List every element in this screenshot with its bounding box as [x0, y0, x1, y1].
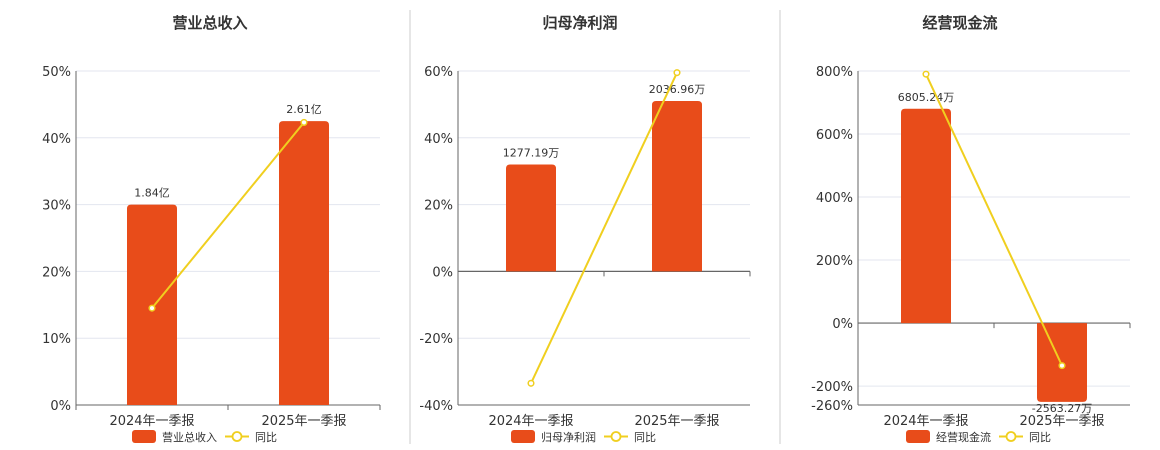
y-tick-label: 30% — [42, 199, 71, 214]
yoy-line — [530, 72, 678, 384]
bar — [901, 108, 951, 324]
legend-line-label: 同比 — [1029, 431, 1051, 444]
yoy-point — [527, 379, 535, 387]
chart-panel: 经营现金流 -260% -200% 0% 200% 400% 600% 800% 2024年一季… — [811, 14, 1131, 444]
x-category-label: 2025年一季报 — [1019, 414, 1104, 429]
y-tick-label: 0% — [832, 317, 853, 332]
legend-bar-label: 营业总收入 — [162, 430, 217, 444]
bar-data-label: 2036.96万 — [649, 83, 706, 96]
bar-data-label: 6805.24万 — [898, 91, 955, 104]
y-tick-label: -200% — [811, 380, 853, 395]
x-category-label: 2024年一季报 — [109, 414, 194, 429]
y-tick-label: 400% — [816, 191, 853, 206]
yoy-line — [925, 73, 1063, 367]
bar — [506, 164, 556, 272]
bar — [652, 101, 702, 272]
yoy-line — [151, 121, 305, 309]
chart-title: 归母净利润 — [542, 14, 617, 32]
legend: 经营现金流 同比 — [906, 430, 1051, 444]
yoy-point — [300, 118, 308, 126]
y-tick-label: 10% — [42, 332, 71, 347]
yoy-point — [1058, 362, 1066, 370]
x-category-label: 2024年一季报 — [883, 414, 968, 429]
legend-bar-label: 归母净利润 — [541, 430, 596, 444]
yoy-point — [922, 70, 930, 78]
bar-data-label: 1.84亿 — [134, 187, 170, 200]
x-category-label: 2025年一季报 — [261, 414, 346, 429]
chart-title: 营业总收入 — [172, 14, 247, 32]
legend-bar-swatch — [132, 430, 156, 443]
bar — [279, 121, 329, 405]
bar-data-label: 1277.19万 — [503, 147, 560, 160]
legend-line-label: 同比 — [634, 431, 656, 444]
bar-data-label: -2563.27万 — [1032, 402, 1092, 415]
y-tick-label: 50% — [42, 65, 71, 80]
legend-bar-swatch — [511, 430, 535, 443]
x-category-label: 2025年一季报 — [634, 414, 719, 429]
legend-line-marker — [231, 431, 243, 442]
yoy-point — [148, 304, 156, 312]
legend-line-marker — [1005, 431, 1017, 442]
y-tick-label: 40% — [42, 132, 71, 147]
yoy-point — [673, 69, 681, 77]
y-tick-label: -40% — [419, 399, 453, 414]
y-tick-label: -20% — [419, 332, 453, 347]
y-tick-label: 20% — [424, 199, 453, 214]
y-tick-label: 0% — [432, 265, 453, 280]
bar-data-label: 2.61亿 — [286, 103, 322, 116]
legend-line-marker — [610, 431, 622, 442]
chart-panel: 归母净利润 -40% -20% 0% 20% 40% 60% 2024年一季报 2025年一季报… — [419, 14, 751, 444]
legend: 归母净利润 同比 — [511, 430, 656, 444]
legend-line-label: 同比 — [255, 431, 277, 444]
y-tick-label: 800% — [816, 65, 853, 80]
legend-bar-label: 经营现金流 — [936, 430, 991, 444]
y-tick-label: 20% — [42, 265, 71, 280]
y-tick-label: 40% — [424, 132, 453, 147]
y-tick-label: 200% — [816, 254, 853, 269]
x-category-label: 2024年一季报 — [488, 414, 573, 429]
y-tick-label: 60% — [424, 65, 453, 80]
chart-title: 经营现金流 — [922, 14, 997, 32]
chart-panel: 营业总收入 0% 10% 20% 30% 40% 50% 2024年一季报 2025年一季报 1.… — [42, 14, 381, 444]
legend: 营业总收入 同比 — [132, 430, 277, 444]
y-tick-label: 600% — [816, 128, 853, 143]
y-tick-label: 0% — [50, 399, 71, 414]
y-tick-label: -260% — [811, 399, 853, 414]
legend-bar-swatch — [906, 430, 930, 443]
